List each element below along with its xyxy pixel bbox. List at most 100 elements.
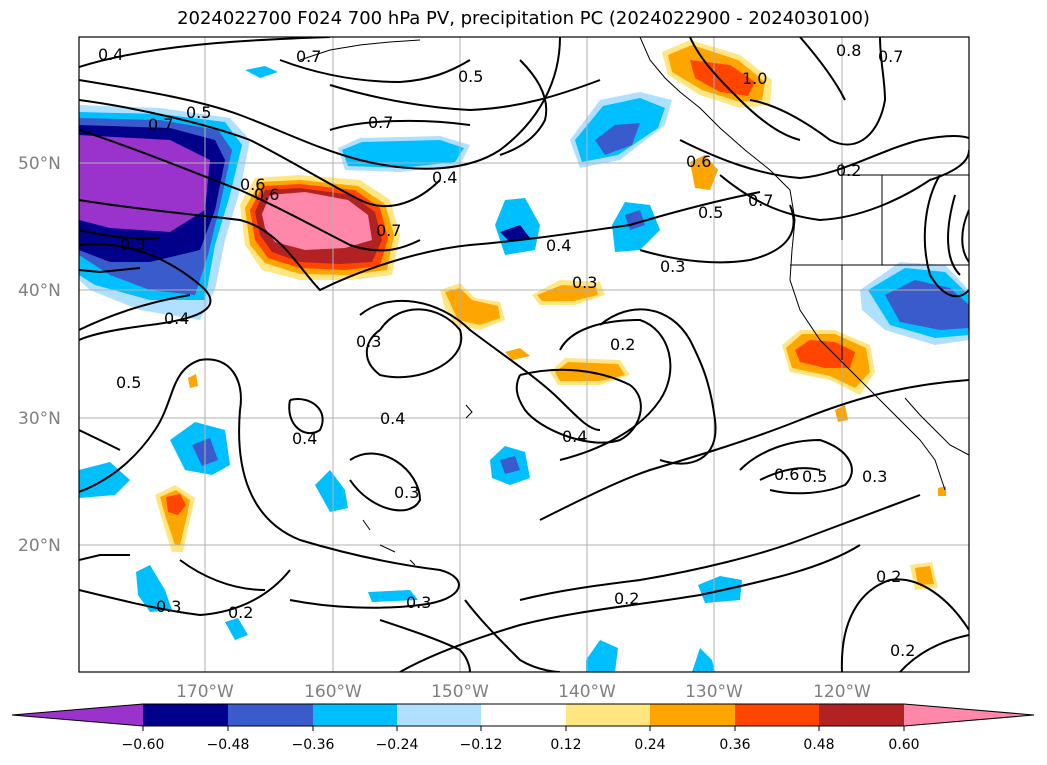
colorbar-segment <box>904 704 1034 726</box>
contour-label: 0.3 <box>156 597 181 616</box>
shade-pink-core <box>262 192 372 250</box>
contour-label: 0.4 <box>546 236 571 255</box>
contour-label: 0.3 <box>120 235 145 254</box>
lon-tick-label: 170°W <box>176 682 234 702</box>
shade-sm1 <box>505 348 530 360</box>
colorbar: −0.60 −0.48 −0.36 −0.24 −0.12 0.12 0.24 … <box>11 703 1035 753</box>
shade-mid-cyan <box>342 140 464 168</box>
colorbar-tick: −0.60 <box>122 737 165 753</box>
contour-label: 0.7 <box>368 113 393 132</box>
shade-w24-cyan <box>315 470 348 512</box>
shade-s-cyan <box>586 640 618 672</box>
contour-label: 0.6 <box>240 175 265 194</box>
contour-label: 0.6 <box>254 185 279 204</box>
contour-label: 0.6 <box>774 465 799 484</box>
lon-tick-label: 120°W <box>813 682 871 702</box>
shade-se-orange <box>915 566 934 585</box>
shade-c40-orange <box>537 285 598 301</box>
colorbar-segment <box>313 704 397 726</box>
lon-tick-label: 140°W <box>558 682 616 702</box>
map-panel: 0.4 0.5 0.7 0.6 0.5 0.7 0.4 0.6 0.7 0.3 … <box>79 37 969 672</box>
lon-tick-label: 130°W <box>685 682 743 702</box>
shade-top-cyan <box>245 66 278 78</box>
colorbar-segment <box>481 704 566 726</box>
shade-w23-red <box>166 494 186 515</box>
contour-label: 0.6 <box>686 152 711 171</box>
colorbar-tick: 0.60 <box>888 737 919 753</box>
colorbar-tick: −0.36 <box>292 737 335 753</box>
contour-label: 0.2 <box>228 603 253 622</box>
contour-label: 0.7 <box>748 191 773 210</box>
colorbar-segment <box>143 704 228 726</box>
colorbar-tick: −0.24 <box>376 737 419 753</box>
shade-w15-cyan <box>225 618 248 640</box>
contour-label: 0.2 <box>614 589 639 608</box>
contour-label: 0.3 <box>394 483 419 502</box>
map-frame <box>78 36 970 673</box>
contour-label: 0.8 <box>836 41 861 60</box>
lat-tick-label: 30°N <box>18 409 61 429</box>
contour-label: 0.4 <box>432 168 457 187</box>
contour-label: 0.2 <box>610 335 635 354</box>
contour-label: 0.2 <box>890 641 915 660</box>
contour-label: 0.5 <box>802 467 827 486</box>
positive-shading <box>155 40 946 590</box>
contour-label: 0.5 <box>698 203 723 222</box>
contour-labels: 0.4 0.5 0.7 0.6 0.5 0.7 0.4 0.6 0.7 0.3 … <box>98 41 915 660</box>
lat-tick-label: 40°N <box>18 281 61 301</box>
shade-c39-orange <box>445 288 500 325</box>
contour-label: 0.7 <box>376 221 401 240</box>
contour-label: 0.3 <box>862 467 887 486</box>
contour-label: 0.4 <box>164 309 189 328</box>
shade-gulf-orange <box>690 155 718 190</box>
shade-gulf-blue <box>595 123 640 155</box>
shade-c17-cyan <box>368 590 418 602</box>
shade-w17-cyan <box>136 565 172 612</box>
colorbar-segment <box>566 704 650 726</box>
coastlines <box>299 37 969 566</box>
contour-label: 0.3 <box>572 273 597 292</box>
shade-e35-red <box>795 340 855 368</box>
pv-contours <box>79 37 969 672</box>
shade-s2-cyan <box>692 648 715 672</box>
contour-label: 0.3 <box>406 593 431 612</box>
shade-c26-blue <box>500 456 520 474</box>
colorbar-segment <box>397 704 481 726</box>
longitude-labels: 170°W 160°W 150°W 140°W 130°W 120°W <box>176 682 871 702</box>
contour-label: 0.4 <box>380 409 405 428</box>
colorbar-tick: −0.12 <box>460 737 503 753</box>
contour-label: 0.5 <box>186 103 211 122</box>
contour-label: 1.0 <box>742 69 767 88</box>
contour-label: 0.2 <box>836 161 861 180</box>
lon-tick-label: 160°W <box>304 682 362 702</box>
colorbar-tick: 0.12 <box>550 737 581 753</box>
shade-e17-cyan <box>698 576 742 603</box>
colorbar-segment <box>650 704 735 726</box>
contour-label: 0.2 <box>876 567 901 586</box>
shade-e40-blue <box>885 280 969 330</box>
contour-label: 0.7 <box>878 47 903 66</box>
colorbar-segment <box>819 704 904 726</box>
shade-sm4 <box>938 486 946 496</box>
shade-c45-navy <box>500 225 530 242</box>
contour-label: 0.5 <box>116 373 141 392</box>
contour-label: 0.5 <box>458 67 483 86</box>
colorbar-tick: −0.48 <box>207 737 250 753</box>
negative-shading <box>79 66 969 672</box>
contour-label: 0.4 <box>98 45 123 64</box>
contour-label: 0.7 <box>296 47 321 66</box>
map-title: 2024022700 F024 700 hPa PV, precipitatio… <box>177 8 870 29</box>
contour-label: 0.4 <box>292 429 317 448</box>
shade-nw-purple <box>79 135 210 232</box>
contour-label: 0.3 <box>356 332 381 351</box>
colorbar-segment <box>228 704 313 726</box>
lon-tick-label: 150°W <box>431 682 489 702</box>
shade-ne-red <box>690 60 755 96</box>
colorbar-tick: 0.48 <box>803 737 834 753</box>
lat-tick-label: 20°N <box>18 536 61 556</box>
contour-label: 0.7 <box>148 115 173 134</box>
colorbar-tick: 0.24 <box>634 737 665 753</box>
shade-sm2 <box>188 374 198 388</box>
latitude-labels: 50°N 40°N 30°N 20°N <box>18 154 61 556</box>
